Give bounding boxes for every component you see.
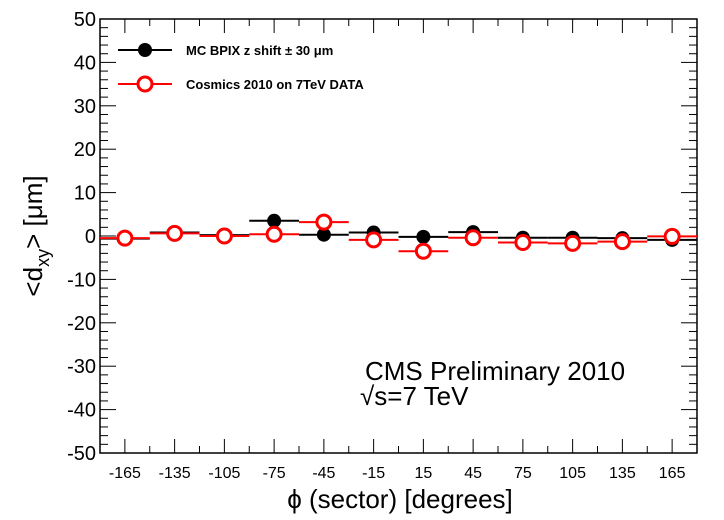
- legend-marker-mc: [138, 43, 152, 57]
- data-point: [365, 231, 383, 249]
- data-point: [464, 229, 482, 247]
- cms-preliminary-label: CMS Preliminary 2010: [365, 356, 625, 386]
- data-point: [166, 224, 184, 242]
- x-tick-label: -75: [263, 465, 286, 482]
- y-tick-label: 40: [74, 52, 96, 74]
- y-axis-title-main: <d: [18, 267, 48, 297]
- y-tick-labels: -50 -40 -30 -20 -10 0 10 20 30 40 50: [67, 9, 96, 465]
- y-axis-title: <dxy> [μm]: [18, 175, 53, 296]
- energy-label: √s=7 TeV: [360, 381, 469, 411]
- x-tick-label: 75: [514, 465, 532, 482]
- x-tick-label: 105: [559, 465, 586, 482]
- y-tick-label: -20: [67, 313, 96, 335]
- y-tick-label: 0: [85, 226, 96, 248]
- data-point: [414, 242, 432, 260]
- x-tick-label: 45: [464, 465, 482, 482]
- x-tick-label: -45: [312, 465, 335, 482]
- x-tick-label: -15: [362, 465, 385, 482]
- y-tick-label: -10: [67, 269, 96, 291]
- x-tick-label: -135: [159, 465, 191, 482]
- legend-marker-cosmics: [136, 75, 154, 93]
- x-tick-label: -105: [208, 465, 240, 482]
- data-point: [267, 213, 282, 228]
- data-point: [663, 227, 681, 245]
- data-series: [100, 213, 697, 260]
- data-point: [613, 233, 631, 251]
- data-point: [416, 229, 431, 244]
- data-point: [564, 234, 582, 252]
- data-point: [215, 227, 233, 245]
- y-tick-label: 10: [74, 183, 96, 205]
- x-tick-label: 135: [609, 465, 636, 482]
- y-tick-label: 30: [74, 96, 96, 118]
- x-axis-title: ϕ (sector) [degrees]: [287, 484, 513, 514]
- axis-ticks: [100, 18, 697, 454]
- y-tick-label: -40: [67, 400, 96, 422]
- y-axis-title-tail: > [μm]: [18, 175, 48, 249]
- legend-label-mc: MC BPIX z shift ± 30 μm: [186, 43, 333, 58]
- y-axis-title-subscript: xy: [33, 249, 53, 267]
- data-point: [514, 234, 532, 252]
- y-tick-label: 50: [74, 9, 96, 31]
- y-tick-label: -50: [67, 443, 96, 465]
- x-tick-label: -165: [109, 465, 141, 482]
- x-tick-labels: -165 -135 -105 -75 -45 -15 15 45 75 105 135 165: [109, 465, 686, 482]
- legend: MC BPIX z shift ± 30 μm Cosmics 2010 on …: [118, 43, 364, 93]
- y-tick-label: -30: [67, 356, 96, 378]
- data-point: [316, 227, 331, 242]
- x-tick-label: 165: [659, 465, 686, 482]
- data-point: [116, 229, 134, 247]
- data-point: [315, 213, 333, 231]
- x-tick-label: 15: [414, 465, 432, 482]
- series-1: [100, 213, 697, 260]
- data-point: [265, 225, 283, 243]
- y-tick-label: 20: [74, 139, 96, 161]
- legend-label-cosmics: Cosmics 2010 on 7TeV DATA: [186, 77, 364, 92]
